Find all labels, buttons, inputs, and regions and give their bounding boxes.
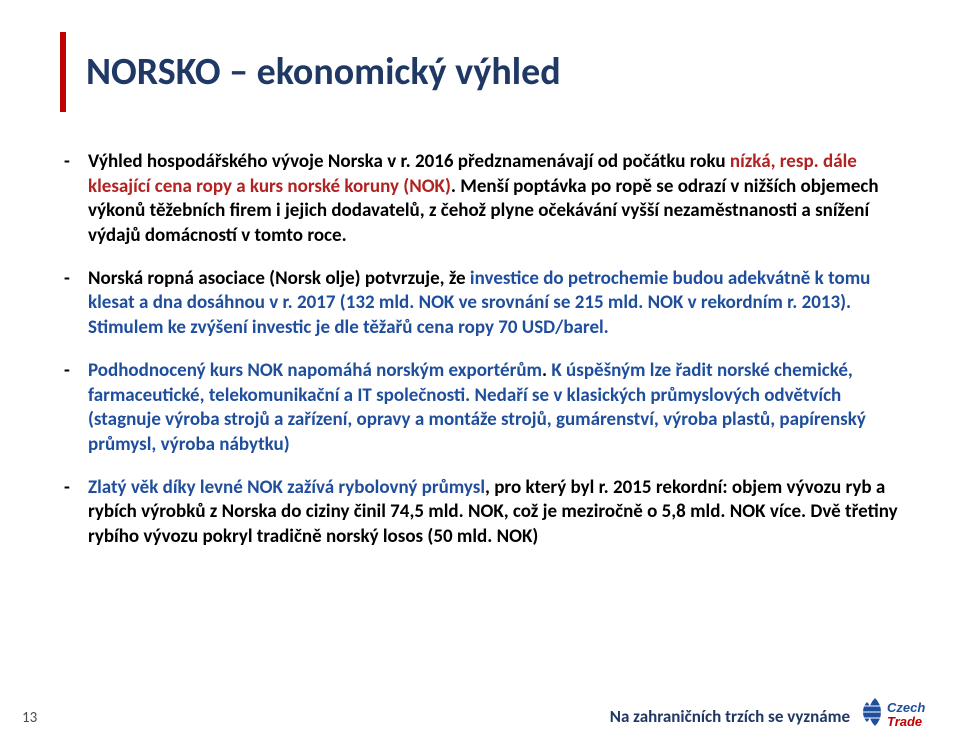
bullet-item: Výhled hospodářského vývoje Norska v r. … <box>60 150 910 249</box>
bullet-text: Výhled hospodářského vývoje Norska v r. … <box>88 150 730 173</box>
title-bar: NORSKO – ekonomický výhled <box>60 32 920 112</box>
bullet-text: Norská ropná asociace (Norsk olje) potvr… <box>88 267 470 290</box>
globe-icon <box>861 698 883 726</box>
bullet-item: Zlatý věk díky levné NOK zažívá rybolovn… <box>60 476 910 550</box>
czechtrade-logo: Czech Trade <box>859 690 944 735</box>
footer: 13 Na zahraničních trzích se vyznáme Cze… <box>0 695 960 735</box>
footer-tagline: Na zahraničních trzích se vyznáme <box>610 706 850 727</box>
slide-title: NORSKO – ekonomický výhled <box>86 49 561 95</box>
page-number: 13 <box>22 709 37 727</box>
bullet-list: Výhled hospodářského vývoje Norska v r. … <box>60 150 910 550</box>
slide: NORSKO – ekonomický výhled Výhled hospod… <box>0 0 960 751</box>
logo-text-bottom: Trade <box>887 714 922 729</box>
bullet-item: Norská ropná asociace (Norsk olje) potvr… <box>60 267 910 341</box>
bullet-highlight-blue: Podhodnocený kurs NOK napomáhá norským e… <box>88 359 542 382</box>
bullet-item: Podhodnocený kurs NOK napomáhá norským e… <box>60 359 910 458</box>
content-area: Výhled hospodářského vývoje Norska v r. … <box>60 150 910 568</box>
logo-text-top: Czech <box>887 700 925 715</box>
bullet-text: . <box>542 359 551 382</box>
bullet-highlight-blue: Zlatý věk díky levné NOK zažívá rybolovn… <box>88 476 485 499</box>
